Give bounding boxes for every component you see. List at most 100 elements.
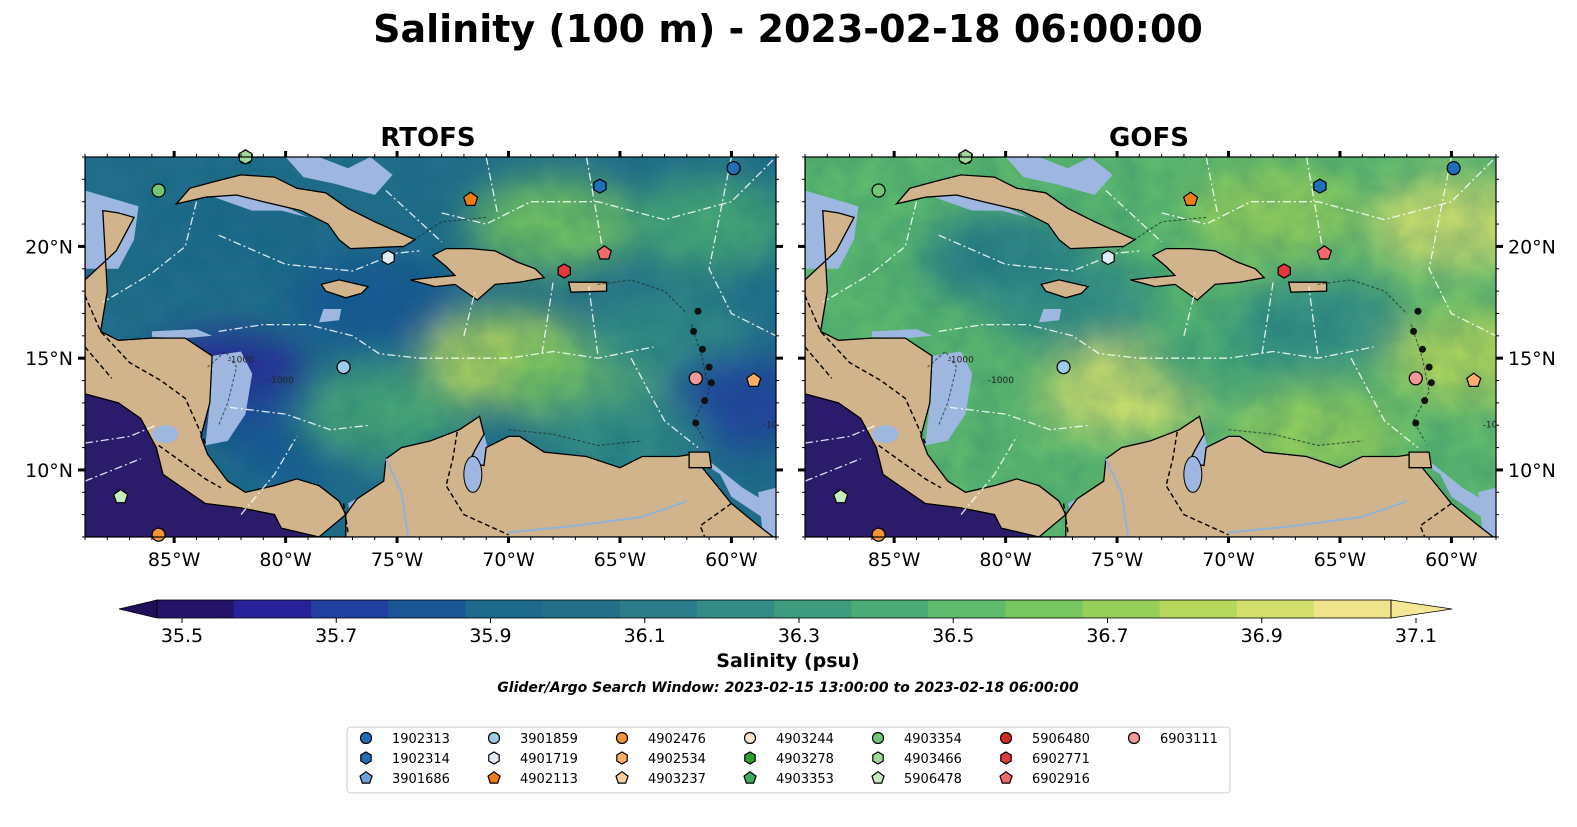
eez-boundary <box>485 157 499 214</box>
legend-label: 4901719 <box>520 752 578 767</box>
lat-tick-label: 10°N <box>25 460 73 482</box>
legend-label: 4902534 <box>648 752 706 767</box>
legend-label: 1902314 <box>392 752 450 767</box>
colorbar-segment <box>234 600 312 618</box>
bathymetry-contour <box>927 350 958 426</box>
float-marker <box>1446 161 1461 176</box>
island-outline <box>1414 307 1422 315</box>
legend-item: 3901859 <box>487 731 578 747</box>
colorbar-segment <box>1159 600 1238 618</box>
country-border <box>342 503 349 533</box>
eez-boundary <box>229 406 371 431</box>
bathymetry-contour <box>207 350 238 426</box>
orinoco-river <box>508 500 688 534</box>
eez-boundary <box>630 357 699 449</box>
float-marker <box>1408 371 1423 386</box>
colorbar-over-extension <box>1390 599 1453 619</box>
float-marker <box>1182 191 1199 206</box>
country-border <box>1062 503 1069 533</box>
eez-boundary <box>938 323 1374 359</box>
rtofs-title: RTOFS <box>380 123 475 153</box>
legend-item: 3901686 <box>359 770 450 787</box>
legend-label: 6902916 <box>1032 772 1090 787</box>
country-border <box>1419 502 1452 537</box>
cuba-south-shelf <box>934 192 1028 218</box>
legend-label: 4903237 <box>648 772 706 787</box>
colorbar-tick-label: 35.5 <box>161 625 203 647</box>
map-frame <box>804 156 1497 538</box>
legend-marker-icon <box>487 731 501 745</box>
contour-label: -1000 <box>988 376 1014 386</box>
legend-label: 3901859 <box>520 732 578 747</box>
legend-item: 1902313 <box>359 731 450 747</box>
eez-boundary <box>1161 157 1496 225</box>
magdalena-river <box>1104 458 1130 537</box>
country-border <box>805 346 833 379</box>
legend-item: 5906480 <box>999 731 1090 747</box>
jamaica <box>1040 279 1090 299</box>
pedro-bank <box>1039 309 1062 323</box>
legend-item: 4903278 <box>744 751 834 767</box>
colorbar-tick-label: 36.5 <box>932 625 974 647</box>
eez-boundary <box>1428 157 1496 337</box>
eez-boundary <box>1350 357 1419 449</box>
float-marker <box>726 161 741 176</box>
float-marker <box>688 371 703 386</box>
legend-label: 6902771 <box>1032 752 1090 767</box>
legend-item: 4903354 <box>871 731 962 747</box>
island-outline <box>692 419 700 427</box>
gofs-panel: GOFS -1000 -1000 -1000 85°W 80°W 75°W 70°W 65°W… <box>798 123 1556 571</box>
float-marker <box>151 527 166 542</box>
bathymetry-contour <box>396 216 487 252</box>
eez-boundary <box>1308 286 1319 354</box>
float-marker <box>336 360 351 375</box>
country-border <box>1165 431 1229 536</box>
eez-boundary <box>805 424 877 444</box>
country-border <box>85 295 207 444</box>
bathymetry-contour <box>1228 429 1363 446</box>
eez-boundary <box>85 424 157 444</box>
contour-label: -1000 <box>1483 420 1509 430</box>
colorbar-segment <box>542 600 621 618</box>
lon-tick-label: 65°W <box>594 549 647 571</box>
legend-item: 4901719 <box>488 751 578 767</box>
lake-nicaragua <box>152 425 179 444</box>
eez-boundary <box>805 458 861 482</box>
eez-boundary <box>85 458 141 482</box>
eez-boundary <box>1105 190 1163 243</box>
island-outline <box>701 397 709 405</box>
eez-boundary <box>1261 282 1274 354</box>
lon-tick-label: 75°W <box>371 549 424 571</box>
legend-marker-icon <box>872 751 884 765</box>
bathymetry-contour <box>508 429 643 446</box>
colorbar-tick-label: 37.1 <box>1395 625 1437 647</box>
contour-label: -1000 <box>948 356 974 366</box>
legend-label: 5906480 <box>1032 732 1090 747</box>
legend-label: 4903353 <box>776 772 834 787</box>
country-border <box>445 431 509 536</box>
colorbar-segment <box>1236 600 1315 618</box>
colorbar-segment <box>1313 600 1392 618</box>
lake-maracaibo <box>463 455 483 493</box>
lon-tick-label: 85°W <box>868 549 921 571</box>
legend-marker-icon <box>487 770 501 784</box>
legend-label: 4903278 <box>776 752 834 767</box>
float-marker <box>1056 360 1071 375</box>
central-america <box>85 157 347 537</box>
island-outline <box>698 345 706 353</box>
central-america <box>805 157 1067 537</box>
eez-boundary <box>949 406 1091 431</box>
colorbar-tick-label: 36.3 <box>778 625 820 647</box>
legend-marker-icon <box>615 770 629 784</box>
colorbar-label: Salinity (psu) <box>716 650 859 672</box>
island-outline <box>1427 379 1435 387</box>
float-legend: 1902313 1902314 3901686 3901859 4901719 49021… <box>346 726 1231 794</box>
island-outline <box>1425 363 1433 371</box>
cuba-south-shelf <box>214 192 308 218</box>
trinidad <box>1408 451 1433 469</box>
colorbar-segment <box>696 600 775 618</box>
legend-marker-icon <box>1127 731 1141 745</box>
float-marker <box>462 191 479 206</box>
float-marker <box>1316 245 1333 260</box>
lon-tick-label: 60°W <box>1425 549 1478 571</box>
